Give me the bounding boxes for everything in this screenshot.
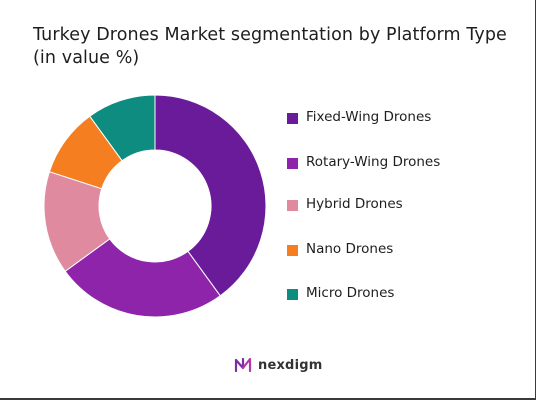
legend-swatch (287, 200, 298, 211)
legend-item-rotary-wing-drones: Rotary-Wing Drones (287, 155, 527, 170)
legend-swatch (287, 289, 298, 300)
chart-title: Turkey Drones Market segmentation by Pla… (33, 25, 507, 68)
legend-label: Nano Drones (306, 241, 394, 257)
donut-slice-micro-drones (89, 94, 156, 162)
legend-item-nano-drones: Nano Drones (287, 242, 527, 257)
legend-label: Micro Drones (306, 285, 395, 301)
legend-swatch (287, 158, 298, 169)
donut-slice-rotary-wing-drones (64, 238, 221, 318)
legend-label: Rotary-Wing Drones (306, 154, 441, 170)
legend-label: Hybrid Drones (306, 196, 403, 212)
legend-label: Fixed-Wing Drones (306, 109, 432, 125)
brand-name: nexdigm (258, 357, 323, 373)
legend-item-fixed-wing-drones: Fixed-Wing Drones (287, 110, 527, 125)
legend-swatch (287, 245, 298, 256)
legend-item-micro-drones: Micro Drones (287, 286, 527, 301)
nexdigm-logo-icon (234, 357, 252, 373)
donut-slice-fixed-wing-drones (154, 94, 267, 297)
legend-item-hybrid-drones: Hybrid Drones (287, 197, 527, 212)
brand-logo: nexdigm (233, 355, 322, 375)
legend-swatch (287, 113, 298, 124)
